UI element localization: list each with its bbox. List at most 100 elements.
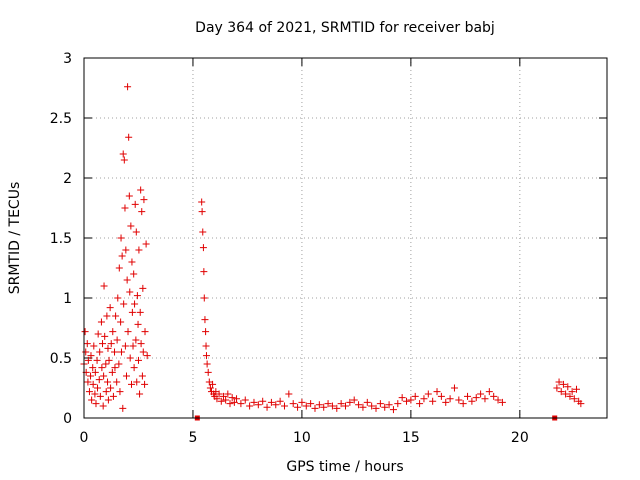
data-point: [137, 340, 145, 348]
grid-lines: [84, 58, 607, 418]
data-point: [376, 400, 384, 408]
data-point: [285, 390, 293, 398]
data-point: [137, 186, 145, 194]
data-point: [122, 246, 130, 254]
data-point: [477, 390, 485, 398]
data-point: [199, 244, 207, 252]
data-point: [259, 397, 267, 405]
data-point: [389, 406, 397, 414]
data-point: [416, 400, 424, 408]
data-point: [203, 360, 211, 368]
data-point: [199, 228, 207, 236]
data-point: [115, 360, 123, 368]
data-point: [250, 398, 258, 406]
data-point: [104, 344, 112, 352]
data-point: [104, 396, 112, 404]
data-point: [139, 348, 147, 356]
data-point: [315, 401, 323, 409]
data-point: [359, 403, 367, 411]
data-point: [108, 368, 116, 376]
data-point: [119, 404, 127, 412]
data-point: [204, 368, 212, 376]
plot-frame: [83, 57, 608, 419]
data-point: [141, 328, 149, 336]
data-point: [209, 380, 217, 388]
data-point: [350, 396, 358, 404]
data-point: [130, 364, 138, 372]
data-point: [446, 395, 454, 403]
data-point: [90, 342, 98, 350]
data-point: [200, 268, 208, 276]
data-point: [385, 401, 393, 409]
data-point: [94, 384, 102, 392]
data-point: [433, 388, 441, 396]
data-point: [572, 385, 580, 393]
x-tick-label: 10: [293, 430, 311, 446]
y-axis-label: SRMTID / TECUs: [7, 182, 23, 295]
data-point: [280, 402, 288, 410]
data-point: [105, 356, 113, 364]
data-point: [201, 316, 209, 324]
y-tick-label: 1.5: [50, 231, 72, 247]
data-point: [100, 282, 108, 290]
data-point: [320, 403, 328, 411]
data-point: [85, 388, 93, 396]
y-tick-label: 2.5: [50, 111, 72, 127]
data-point: [202, 328, 210, 336]
data-point: [115, 264, 123, 272]
data-point: [89, 364, 97, 372]
y-tick-label: 3: [63, 51, 72, 67]
data-point: [83, 340, 91, 348]
data-point: [200, 294, 208, 302]
data-point: [557, 388, 565, 396]
data-point: [129, 342, 137, 350]
data-point: [442, 398, 450, 406]
data-point: [125, 192, 133, 200]
data-point: [99, 340, 107, 348]
data-point: [246, 402, 254, 410]
data-point: [111, 348, 119, 356]
data-point: [455, 396, 463, 404]
data-point: [96, 392, 104, 400]
y-tick-label: 1: [63, 291, 72, 307]
data-point: [133, 292, 141, 300]
data-point: [101, 332, 109, 340]
data-point: [131, 300, 139, 308]
data-point: [424, 390, 432, 398]
data-point: [202, 342, 210, 350]
data-point: [403, 397, 411, 405]
data-point: [134, 356, 142, 364]
data-point: [128, 380, 136, 388]
data-point: [464, 392, 472, 400]
data-point: [113, 378, 121, 386]
data-point: [126, 354, 134, 362]
x-tick-label: 15: [402, 430, 420, 446]
data-point: [398, 394, 406, 402]
data-point: [206, 384, 214, 392]
data-point: [494, 396, 502, 404]
data-point: [120, 156, 128, 164]
data-point: [219, 392, 227, 400]
data-point: [490, 392, 498, 400]
y-tick-label: 0: [63, 411, 72, 427]
data-point: [324, 400, 332, 408]
data-point: [228, 394, 236, 402]
data-point: [136, 308, 144, 316]
data-point: [141, 380, 149, 388]
data-point: [91, 368, 99, 376]
data-point: [472, 394, 480, 402]
data-points: [80, 83, 585, 421]
data-point: [87, 352, 95, 360]
data-point: [121, 342, 129, 350]
data-point: [217, 397, 225, 405]
data-point: [237, 400, 245, 408]
data-point: [91, 390, 99, 398]
data-point: [140, 196, 148, 204]
data-point: [222, 396, 230, 404]
data-point: [139, 284, 147, 292]
data-point: [411, 392, 419, 400]
data-point: [302, 402, 310, 410]
data-point: [88, 396, 96, 404]
data-point: [420, 395, 428, 403]
